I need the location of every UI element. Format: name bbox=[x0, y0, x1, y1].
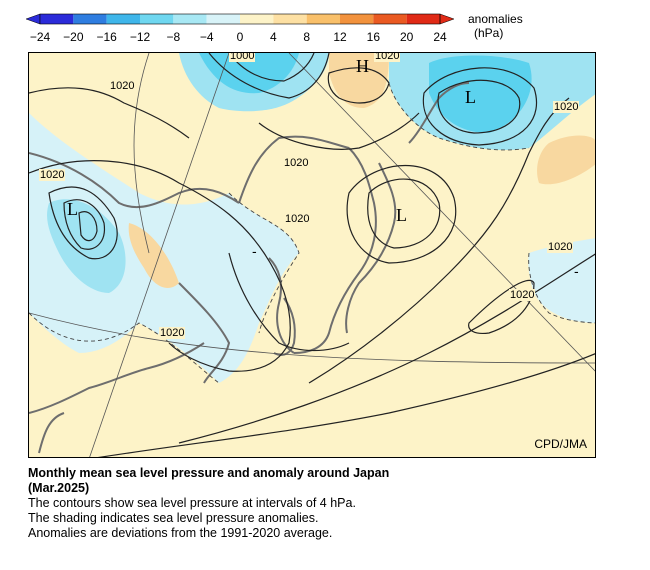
high-pressure-marker: H bbox=[356, 56, 369, 76]
legend-unit: (hPa) bbox=[474, 26, 504, 40]
color-bar-tick-label: −24 bbox=[29, 30, 51, 44]
color-bar-tick-label: 12 bbox=[333, 30, 347, 44]
color-bar-tick-label: 20 bbox=[399, 30, 414, 44]
positive-anomaly-east bbox=[537, 135, 595, 185]
color-bar-tick-label: −8 bbox=[166, 30, 181, 44]
low-pressure-marker: L bbox=[396, 205, 407, 225]
isobar-label: 1020 bbox=[39, 169, 66, 181]
graticule bbox=[29, 53, 595, 457]
low-pressure-marker: L bbox=[465, 87, 476, 107]
legend-title: anomalies bbox=[468, 12, 523, 26]
color-bar-segment bbox=[173, 14, 207, 24]
color-bar-tick-label: 24 bbox=[433, 30, 447, 44]
isobar-label: 1020 bbox=[553, 101, 580, 113]
color-bar-tick-label: −20 bbox=[63, 30, 84, 44]
color-bar-right-arrow bbox=[439, 13, 455, 25]
negative-anomaly-sign: - bbox=[574, 263, 579, 279]
negative-anomaly-west bbox=[29, 113, 299, 383]
color-bar-tick-label: 0 bbox=[236, 30, 244, 44]
color-bar-tick-label: 8 bbox=[303, 30, 310, 44]
color-bar-segment bbox=[340, 14, 374, 24]
isobar-label: 1020 bbox=[283, 157, 310, 169]
isobar-label: 1020 bbox=[159, 327, 186, 339]
caption-title: Monthly mean sea level pressure and anom… bbox=[28, 466, 390, 480]
pressure-map: 1000 1020 1020 1020 1020 1020 1020 1020 … bbox=[28, 52, 596, 458]
anomaly-zero-contours bbox=[29, 82, 595, 384]
negative-anomaly-sign: - bbox=[252, 243, 257, 259]
positive-anomaly-west bbox=[128, 223, 179, 288]
color-bar-segment bbox=[206, 14, 240, 24]
figure-caption: Monthly mean sea level pressure and anom… bbox=[28, 466, 628, 541]
color-bar-segment bbox=[373, 14, 407, 24]
isobar-label: 1020 bbox=[547, 241, 574, 253]
color-bar-segment bbox=[73, 14, 107, 24]
color-bar-left-arrow bbox=[25, 13, 41, 25]
color-bar-tick-label: −4 bbox=[199, 30, 214, 44]
caption-line-3: Anomalies are deviations from the 1991-2… bbox=[28, 526, 333, 540]
isobar-label: 1020 bbox=[284, 213, 311, 225]
anomaly-legend: −24 −20 −16 −12 −8 −4 0 4 8 12 16 20 24 anomalies (h… bbox=[0, 0, 650, 50]
positive-anomaly-north-center bbox=[329, 53, 389, 108]
isobar-label: 1020 bbox=[509, 289, 536, 301]
isobar-label: 1020 bbox=[374, 52, 401, 62]
color-bar-segment bbox=[273, 14, 307, 24]
color-bar-segment bbox=[406, 14, 440, 24]
negative-anomaly-north-left-core bbox=[199, 53, 299, 94]
map-credit: CPD/JMA bbox=[534, 437, 587, 451]
map-canvas bbox=[29, 53, 595, 457]
low-pressure-marker: L bbox=[67, 199, 78, 219]
color-bar-segment bbox=[306, 14, 340, 24]
color-bar-segment bbox=[240, 14, 274, 24]
color-bar-tick-label: −12 bbox=[129, 30, 151, 44]
negative-anomaly-northeast-core bbox=[429, 55, 532, 133]
color-bar-tick-label: 16 bbox=[366, 30, 381, 44]
color-bar-tick-label: 4 bbox=[269, 30, 277, 44]
coastlines bbox=[29, 82, 470, 454]
color-bar-segment bbox=[106, 14, 140, 24]
caption-period: (Mar.2025) bbox=[28, 481, 90, 495]
color-bar-segment bbox=[140, 14, 174, 24]
color-bar bbox=[25, 13, 455, 25]
isobar-label: 1020 bbox=[109, 80, 136, 92]
negative-anomaly-east bbox=[528, 238, 595, 323]
caption-line-2: The shading indicates sea level pressure… bbox=[28, 511, 319, 525]
color-bar-tick-label: −16 bbox=[96, 30, 117, 44]
color-bar-border bbox=[39, 13, 441, 25]
caption-line-1: The contours show sea level pressure at … bbox=[28, 496, 356, 510]
isobars bbox=[29, 53, 595, 457]
color-bar-segment bbox=[40, 14, 74, 24]
isobar-label: 1000 bbox=[229, 52, 256, 62]
